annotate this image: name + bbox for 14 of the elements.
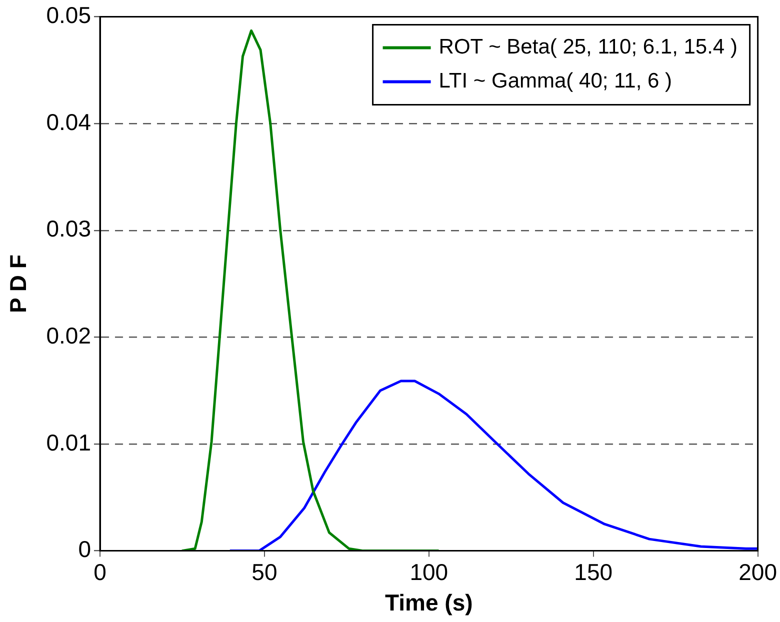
- y-tick-label: 0.03: [46, 216, 91, 242]
- legend-label: ROT ~ Beta( 25, 110; 6.1, 15.4 ): [438, 36, 738, 59]
- y-tick-label: 0.01: [46, 429, 91, 456]
- y-tick-label: 0.04: [46, 108, 92, 135]
- x-tick-label: 50: [252, 558, 278, 585]
- x-tick-label: 200: [738, 558, 777, 585]
- y-axis-title: P D F: [5, 254, 32, 313]
- x-axis-title: Time (s): [385, 590, 473, 616]
- y-tick-label: 0.02: [46, 322, 91, 349]
- y-tick-label: 0.05: [46, 2, 91, 28]
- x-tick-label: 150: [574, 558, 613, 585]
- legend-label: LTI ~ Gamma( 40; 11, 6 ): [438, 70, 672, 93]
- x-tick-label: 100: [410, 558, 448, 585]
- y-tick-label: 0: [78, 536, 91, 562]
